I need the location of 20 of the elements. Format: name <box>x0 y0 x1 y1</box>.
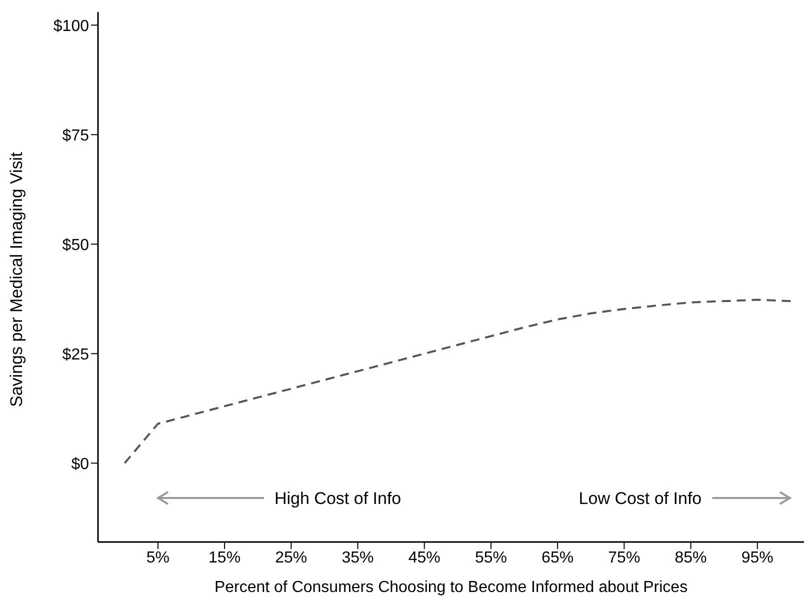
x-tick-label: 95% <box>741 549 774 566</box>
x-tick-label: 85% <box>674 549 707 566</box>
y-tick-label: $100 <box>53 18 90 35</box>
x-tick-label: 15% <box>208 549 241 566</box>
annotation: Low Cost of Info <box>578 489 702 508</box>
annotation: High Cost of Info <box>274 489 402 508</box>
x-tick-label: 75% <box>608 549 640 566</box>
x-tick-label: 55% <box>474 549 507 566</box>
x-tick-label: 5% <box>146 549 170 566</box>
y-tick-label: $75 <box>62 127 90 144</box>
x-tick-label: 35% <box>342 549 374 566</box>
x-tick-label: 45% <box>408 549 440 566</box>
line-series <box>124 298 792 464</box>
x-tick-label: 25% <box>275 549 308 566</box>
y-tick-label: $25 <box>62 346 90 364</box>
y-axis-title: Savings per Medical Imaging Visit <box>7 152 26 407</box>
y-tick-label: $0 <box>71 456 90 473</box>
x-tick-label: 65% <box>542 549 574 566</box>
y-tick-label: $50 <box>62 236 90 254</box>
x-axis-title: Percent of Consumers Choosing to Become Informed about Prices <box>214 579 688 596</box>
